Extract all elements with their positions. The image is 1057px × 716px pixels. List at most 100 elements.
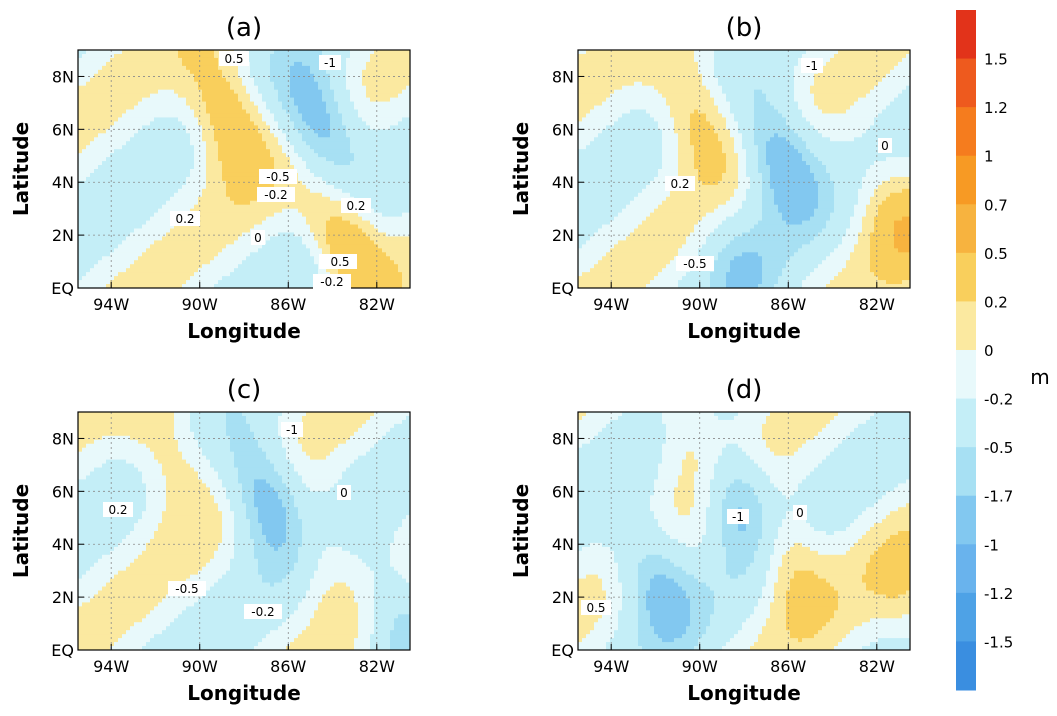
field-cell: [282, 228, 287, 234]
field-cell: [322, 220, 327, 226]
field-cell: [194, 89, 199, 95]
field-cell: [302, 149, 307, 154]
field-cell: [154, 192, 159, 198]
field-cell: [346, 157, 351, 162]
field-cell: [110, 141, 115, 146]
field-cell: [110, 172, 115, 178]
field-cell: [406, 153, 410, 158]
field-cell: [398, 113, 403, 119]
field-cell: [206, 256, 211, 261]
field-cell: [154, 105, 159, 111]
field-cell: [82, 256, 87, 261]
field-cell: [178, 176, 183, 182]
field-cell: [294, 145, 299, 150]
field-cell: [290, 232, 295, 238]
field-cell: [178, 236, 183, 241]
field-cell: [394, 105, 399, 111]
field-cell: [266, 165, 271, 170]
field-cell: [150, 188, 155, 194]
field-cell: [318, 188, 323, 194]
field-cell: [266, 137, 271, 142]
field-cell: [326, 93, 331, 99]
field-cell: [114, 272, 119, 277]
field-cell: [386, 236, 391, 241]
field-cell: [242, 248, 247, 253]
field-cell: [354, 188, 359, 194]
field-cell: [106, 121, 111, 126]
field-cell: [310, 169, 315, 174]
field-cell: [310, 224, 315, 230]
field-cell: [362, 224, 367, 230]
field-cell: [406, 101, 410, 107]
field-cell: [246, 220, 251, 226]
field-cell: [214, 137, 219, 142]
field-cell: [146, 256, 151, 261]
field-cell: [98, 125, 103, 130]
field-cell: [182, 133, 187, 138]
field-cell: [390, 208, 395, 214]
field-cell: [262, 165, 267, 170]
field-cell: [166, 89, 171, 95]
field-cell: [250, 65, 255, 71]
field-cell: [90, 133, 95, 138]
field-cell: [198, 224, 203, 230]
field-cell: [166, 77, 171, 83]
field-cell: [246, 97, 251, 103]
field-cell: [378, 272, 383, 277]
field-cell: [390, 188, 395, 194]
field-cell: [202, 188, 207, 194]
field-cell: [170, 184, 175, 190]
field-cell: [378, 125, 383, 130]
field-cell: [82, 176, 87, 182]
field-cell: [110, 196, 115, 202]
field-cell: [86, 272, 91, 277]
field-cell: [270, 220, 275, 226]
field-cell: [186, 196, 191, 202]
field-cell: [142, 228, 147, 234]
field-cell: [226, 172, 231, 178]
field-cell: [202, 137, 207, 142]
field-cell: [134, 69, 139, 75]
field-cell: [146, 260, 151, 265]
field-cell: [166, 184, 171, 190]
field-cell: [162, 97, 167, 103]
field-cell: [362, 53, 367, 59]
field-cell: [98, 188, 103, 194]
field-cell: [354, 165, 359, 170]
field-cell: [110, 137, 115, 142]
field-cell: [126, 65, 131, 71]
field-cell: [334, 69, 339, 75]
field-cell: [182, 129, 187, 134]
field-cell: [218, 129, 223, 134]
field-cell: [190, 272, 195, 277]
field-cell: [230, 69, 235, 75]
field-cell: [82, 117, 87, 122]
field-cell: [138, 141, 143, 146]
field-cell: [154, 224, 159, 230]
field-cell: [382, 284, 387, 288]
field-cell: [166, 65, 171, 71]
field-cell: [210, 244, 215, 249]
field-cell: [310, 276, 315, 281]
field-cell: [298, 236, 303, 241]
field-cell: [222, 105, 227, 111]
field-cell: [274, 208, 279, 214]
field-cell: [382, 57, 387, 63]
field-cell: [362, 61, 367, 67]
field-cell: [270, 224, 275, 230]
field-cell: [390, 212, 395, 218]
field-cell: [250, 73, 255, 79]
field-cell: [114, 57, 119, 63]
field-cell: [326, 101, 331, 107]
field-cell: [210, 184, 215, 190]
field-cell: [318, 192, 323, 198]
field-cell: [370, 69, 375, 75]
field-cell: [154, 113, 159, 119]
field-cell: [394, 240, 399, 245]
field-cell: [254, 169, 259, 174]
field-cell: [290, 149, 295, 154]
field-cell: [406, 93, 410, 99]
field-cell: [306, 264, 311, 269]
field-cell: [126, 145, 131, 150]
field-cell: [78, 252, 83, 257]
